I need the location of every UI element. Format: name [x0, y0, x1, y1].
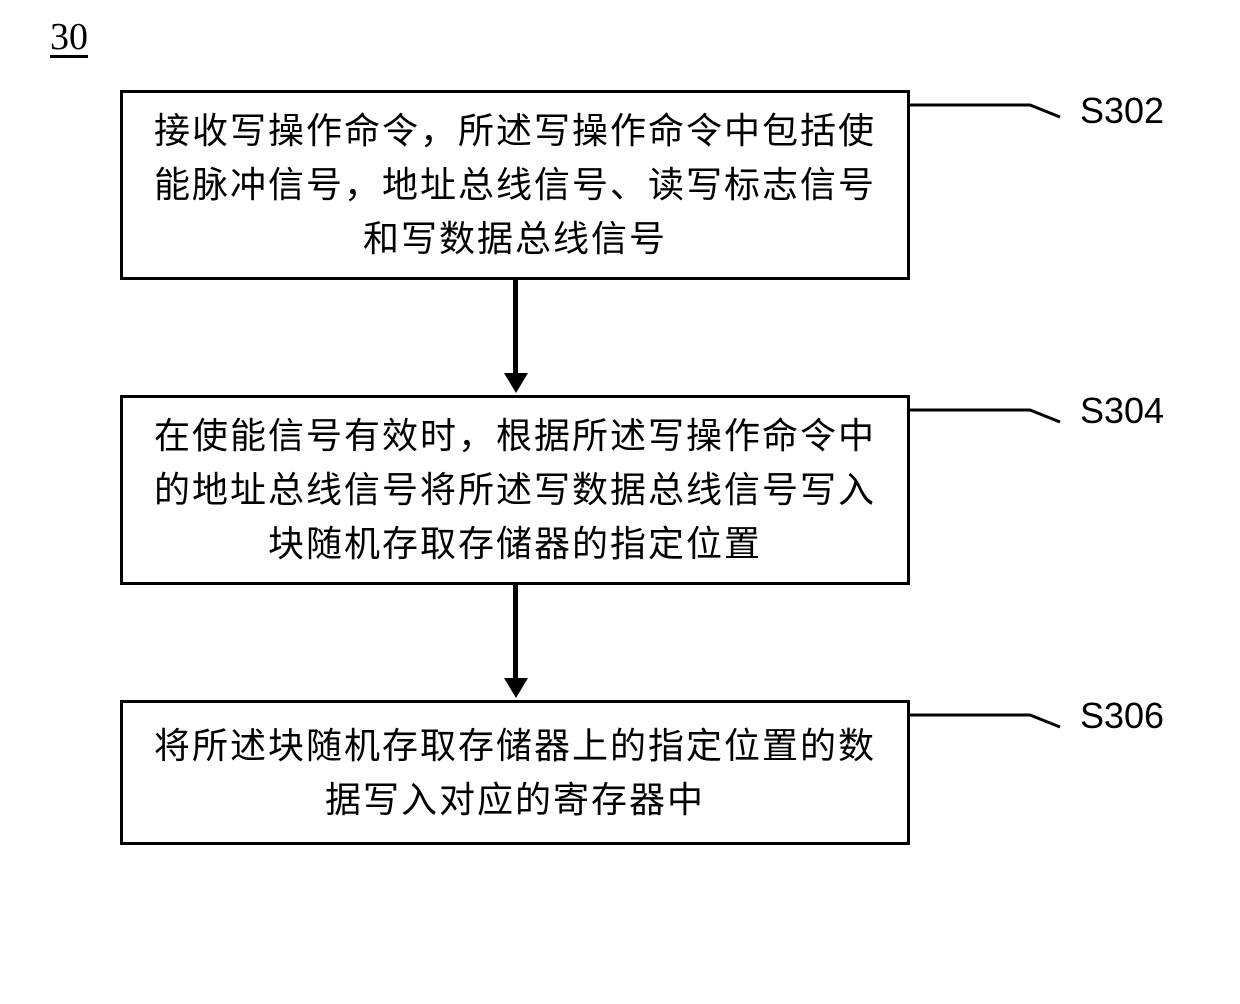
step-label-s306: S306 — [1080, 695, 1164, 737]
arrow-line-1 — [513, 280, 518, 375]
step-box-s302: 接收写操作命令，所述写操作命令中包括使能脉冲信号，地址总线信号、读写标志信号和写… — [120, 90, 910, 280]
step-box-s304: 在使能信号有效时，根据所述写操作命令中的地址总线信号将所述写数据总线信号写入块随… — [120, 395, 910, 585]
step-text-s304: 在使能信号有效时，根据所述写操作命令中的地址总线信号将所述写数据总线信号写入块随… — [153, 409, 877, 571]
label-connector-s304 — [910, 410, 1070, 445]
step-box-s306: 将所述块随机存取存储器上的指定位置的数据写入对应的寄存器中 — [120, 700, 910, 845]
step-text-s306: 将所述块随机存取存储器上的指定位置的数据写入对应的寄存器中 — [153, 719, 877, 827]
step-label-s304: S304 — [1080, 390, 1164, 432]
arrow-line-2 — [513, 585, 518, 680]
arrow-head-2 — [504, 678, 528, 698]
step-text-s302: 接收写操作命令，所述写操作命令中包括使能脉冲信号，地址总线信号、读写标志信号和写… — [153, 104, 877, 266]
figure-number: 30 — [50, 15, 88, 59]
step-label-s302: S302 — [1080, 90, 1164, 132]
label-connector-s306 — [910, 715, 1070, 750]
arrow-head-1 — [504, 373, 528, 393]
label-connector-s302 — [910, 105, 1070, 140]
